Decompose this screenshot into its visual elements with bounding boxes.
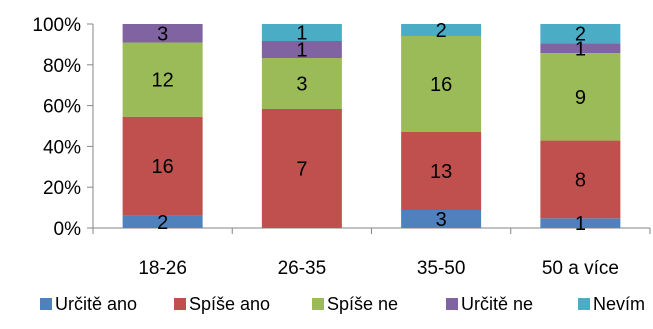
bar-segment	[401, 24, 482, 36]
bar-segment	[401, 210, 482, 228]
y-tick-label: 0%	[54, 219, 82, 240]
y-tick-label: 20%	[43, 178, 81, 199]
bar-segment	[122, 24, 203, 43]
data-label: 8	[575, 169, 586, 191]
data-label: 16	[430, 74, 452, 96]
data-label: 13	[430, 161, 452, 183]
bar-segment	[261, 58, 342, 109]
bar-segment	[122, 215, 203, 228]
y-axis: 0% 20% 40% 60% 80% 100%	[32, 15, 94, 240]
data-label: 7	[296, 159, 307, 181]
data-label: 2	[157, 212, 168, 234]
legend-swatch	[578, 298, 590, 310]
x-tick-label: 35-50	[417, 258, 466, 279]
y-tick-label: 40%	[43, 137, 81, 158]
bars	[122, 24, 621, 228]
bar-segment	[540, 140, 621, 219]
legend-entry: Určitě ne	[461, 294, 533, 314]
data-label: 9	[575, 87, 586, 109]
x-axis: 18-26 26-35 35-50 50 a více	[92, 227, 651, 279]
legend-swatch	[174, 298, 186, 310]
bar-segment	[401, 36, 482, 132]
data-label: 1	[296, 40, 307, 62]
data-label: 16	[152, 156, 174, 178]
y-tick-label: 80%	[43, 56, 81, 77]
data-label: 3	[436, 209, 447, 231]
bar-segment	[261, 24, 342, 41]
legend-entry: Spíše ne	[327, 294, 398, 314]
bar-segment	[261, 41, 342, 58]
legend-entry: Spíše ano	[189, 294, 270, 314]
y-tick-label: 100%	[32, 15, 81, 36]
data-label: 1	[575, 38, 586, 60]
bar-segment	[540, 24, 621, 44]
x-tick-label: 18-26	[138, 258, 187, 279]
bar-segment	[122, 116, 203, 216]
data-label: 12	[152, 70, 174, 92]
data-label: 2	[436, 20, 447, 42]
x-tick-label: 50 a více	[542, 258, 619, 279]
y-tick-label: 60%	[43, 97, 81, 118]
data-label: 3	[157, 23, 168, 45]
data-label: 1	[575, 213, 586, 235]
legend: Určitě ano Spíše ano Spíše ne Určitě ne Neví…	[40, 294, 645, 314]
x-tick-label: 26-35	[278, 258, 327, 279]
data-label: 1	[296, 23, 307, 45]
bar-segment	[122, 42, 203, 117]
data-label: 3	[296, 74, 307, 96]
legend-swatch	[446, 298, 458, 310]
data-label: 2	[575, 24, 586, 46]
legend-entry: Nevím	[593, 294, 645, 314]
bar-segment	[540, 43, 621, 54]
bar-segment	[540, 218, 621, 228]
legend-entry: Určitě ano	[55, 294, 137, 314]
bar-segment	[540, 53, 621, 141]
bar-segment	[401, 132, 482, 210]
bar-segment	[261, 109, 342, 228]
legend-swatch	[312, 298, 324, 310]
legend-swatch	[40, 298, 52, 310]
